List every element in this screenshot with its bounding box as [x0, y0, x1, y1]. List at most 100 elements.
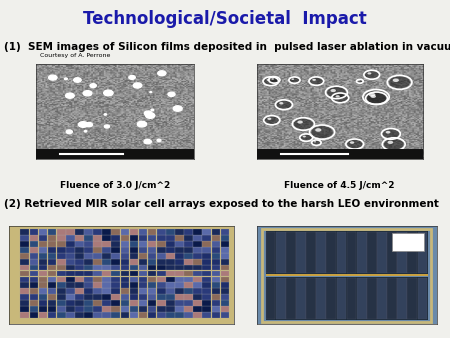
Circle shape	[271, 78, 274, 80]
Bar	[48, 300, 56, 306]
Bar	[57, 276, 66, 282]
Bar	[184, 265, 193, 270]
Bar	[194, 276, 202, 282]
Circle shape	[104, 90, 113, 96]
Bar	[121, 300, 129, 306]
Bar	[266, 278, 275, 319]
Bar	[121, 306, 129, 312]
Bar	[220, 241, 230, 247]
Bar	[112, 288, 120, 294]
Bar	[130, 283, 138, 288]
Bar	[220, 288, 230, 294]
Bar	[266, 274, 428, 276]
Bar	[48, 235, 56, 241]
Bar	[121, 230, 129, 235]
Bar	[39, 230, 47, 235]
Bar	[112, 300, 120, 306]
Circle shape	[146, 113, 155, 118]
Bar	[166, 271, 175, 276]
Circle shape	[279, 102, 284, 104]
Bar	[212, 241, 220, 247]
Bar	[266, 232, 428, 273]
Bar	[48, 230, 56, 235]
Bar	[212, 306, 220, 312]
Circle shape	[266, 79, 270, 81]
Bar	[130, 300, 138, 306]
Bar	[157, 241, 166, 247]
Circle shape	[173, 106, 182, 111]
Bar	[48, 276, 56, 282]
Bar	[166, 312, 175, 317]
Bar	[84, 306, 93, 312]
Bar	[121, 288, 129, 294]
Bar	[121, 276, 129, 282]
Bar	[39, 312, 47, 317]
Bar	[93, 253, 102, 259]
Circle shape	[129, 75, 135, 79]
Bar	[102, 265, 111, 270]
Bar	[102, 312, 111, 317]
Bar	[75, 283, 84, 288]
Circle shape	[383, 129, 399, 139]
Bar	[148, 288, 157, 294]
Bar	[66, 283, 75, 288]
Bar	[66, 241, 75, 247]
Bar	[202, 294, 211, 300]
Bar	[57, 271, 66, 276]
Bar	[166, 306, 175, 312]
Bar	[220, 271, 230, 276]
Bar	[39, 283, 47, 288]
Text: Fluence of 3.0 J/cm^2: Fluence of 3.0 J/cm^2	[59, 181, 170, 190]
Bar	[48, 312, 56, 317]
Bar	[175, 253, 184, 259]
Bar	[148, 235, 157, 241]
Bar	[175, 241, 184, 247]
Bar	[84, 276, 93, 282]
Bar	[184, 312, 193, 317]
Circle shape	[312, 140, 320, 145]
Circle shape	[347, 140, 362, 148]
Bar	[48, 271, 56, 276]
Bar	[48, 294, 56, 300]
Bar	[66, 265, 75, 270]
Bar	[184, 283, 193, 288]
Bar	[66, 294, 75, 300]
Bar	[194, 247, 202, 253]
Bar	[39, 235, 47, 241]
Bar	[148, 247, 157, 253]
Bar	[30, 312, 38, 317]
Bar	[102, 294, 111, 300]
Bar	[39, 241, 47, 247]
Bar	[377, 232, 387, 273]
Bar	[84, 265, 93, 270]
Bar	[202, 241, 211, 247]
Bar	[75, 241, 84, 247]
Bar	[157, 294, 166, 300]
Bar	[102, 283, 111, 288]
Bar	[75, 253, 84, 259]
Bar	[418, 232, 428, 273]
Bar	[166, 300, 175, 306]
Bar	[102, 300, 111, 306]
Bar	[212, 276, 220, 282]
Bar	[157, 230, 166, 235]
Circle shape	[358, 80, 360, 81]
Bar	[57, 241, 66, 247]
Text: Technological/Societal  Impact: Technological/Societal Impact	[83, 10, 367, 28]
Bar	[121, 283, 129, 288]
Bar	[276, 278, 286, 319]
Bar	[220, 247, 230, 253]
Bar	[102, 253, 111, 259]
Bar	[194, 235, 202, 241]
Circle shape	[314, 141, 316, 143]
Bar	[148, 259, 157, 265]
Bar	[102, 306, 111, 312]
Circle shape	[393, 78, 399, 82]
Bar	[57, 259, 66, 265]
Bar	[184, 294, 193, 300]
Bar	[21, 276, 29, 282]
Bar	[48, 288, 56, 294]
Bar	[220, 235, 230, 241]
Bar	[30, 241, 38, 247]
Bar	[139, 230, 148, 235]
